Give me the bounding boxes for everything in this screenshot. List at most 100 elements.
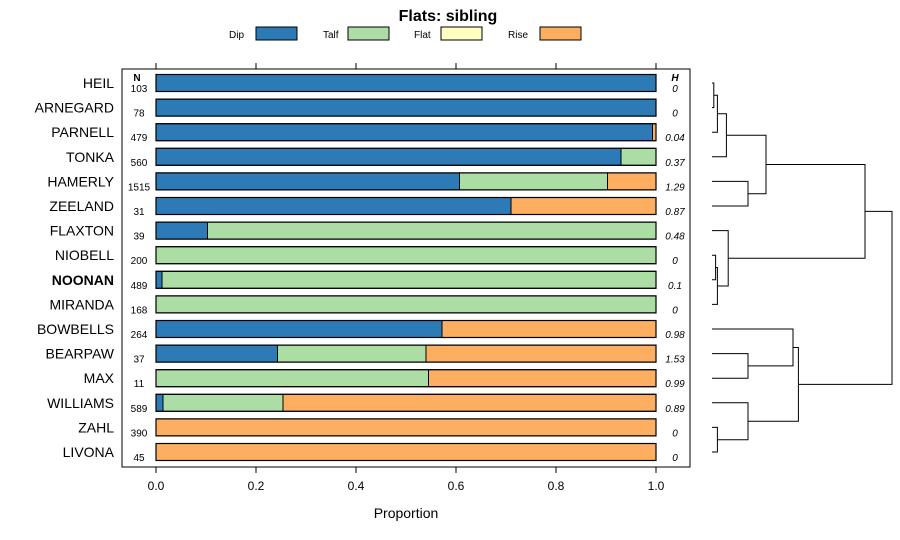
category-label: FLAXTON: [50, 223, 114, 239]
row-labels: HEIL 103 0 ARNEGARD 78 0 PARNELL 479 0.04 TONKA 56…: [35, 75, 686, 464]
n-value: 264: [131, 330, 148, 341]
n-value: 489: [131, 281, 148, 292]
bar-segment-dip: [155, 270, 163, 289]
h-header: H: [671, 73, 679, 84]
x-tick-label: 0.6: [448, 479, 465, 493]
h-value: 0: [672, 256, 678, 267]
legend-label-talf: Talf: [323, 30, 339, 41]
category-label: LIVONA: [63, 444, 115, 460]
n-value: 45: [133, 453, 145, 464]
bar-segment-rise: [282, 393, 657, 412]
dendrogram-branch: [712, 426, 718, 453]
bar-segment-rise: [155, 443, 657, 461]
h-value: 0.99: [665, 379, 685, 390]
bar-segment-dip: [155, 74, 657, 92]
n-value: 479: [131, 133, 148, 144]
bar-segment-rise: [510, 197, 657, 215]
bar-outline: [155, 147, 657, 166]
bar-outline: [155, 98, 657, 117]
dendrogram-branch: [712, 328, 794, 367]
bar-outline: [155, 393, 657, 412]
dendrogram: [712, 82, 893, 453]
category-label: NIOBELL: [55, 247, 114, 263]
bar-segment-dip: [155, 123, 653, 142]
h-value: 0.87: [665, 207, 685, 218]
category-label: MAX: [84, 370, 115, 386]
dendrogram-branch: [798, 210, 893, 385]
x-tick-label: 0.8: [548, 479, 565, 493]
bar-segment-talf: [620, 147, 657, 166]
bar-segment-talf: [155, 295, 657, 314]
h-value: 0.1: [668, 281, 682, 292]
category-label: NOONAN: [52, 272, 114, 288]
bar-outline: [155, 418, 657, 437]
bar-segment-dip: [155, 197, 512, 215]
bar-segment-dip: [155, 172, 460, 191]
bar-segment-dip: [155, 344, 278, 363]
bar-outline: [155, 295, 657, 314]
dendrogram-branch: [712, 180, 749, 207]
category-label: ZEELAND: [49, 198, 114, 214]
bar-segment-dip: [155, 393, 164, 412]
dendrogram-branch: [712, 267, 718, 305]
category-label: HEIL: [83, 75, 114, 91]
bar-segment-talf: [162, 393, 284, 412]
n-value: 390: [131, 428, 148, 439]
chart-title: Flats: sibling: [399, 8, 498, 25]
bar-segment-talf: [459, 172, 608, 191]
h-value: 0: [672, 428, 678, 439]
bar-outline: [155, 246, 657, 265]
h-value: 0.37: [665, 158, 685, 169]
bar-segment-rise: [441, 320, 657, 338]
n-value: 37: [133, 355, 145, 366]
n-value: 560: [131, 158, 148, 169]
bar-segment-talf: [155, 369, 429, 388]
bar-outline: [155, 319, 657, 339]
bar-segment-rise: [607, 172, 657, 191]
plot-panel: [121, 68, 691, 468]
n-value: 200: [131, 256, 148, 267]
bar-segment-talf: [207, 221, 657, 240]
x-axis-label: Proportion: [374, 505, 439, 521]
bar-outline: [155, 442, 657, 462]
bar-segment-rise: [428, 369, 657, 388]
legend-swatch-rise: [539, 26, 582, 41]
n-value: 589: [131, 404, 148, 415]
bar-segment-dip: [155, 98, 657, 117]
bars: [155, 73, 657, 462]
x-axis: 0.0 0.2 0.4 0.6 0.8 1.0: [148, 63, 665, 493]
h-value: 0.04: [665, 133, 685, 144]
legend-swatch-flat: [440, 26, 483, 41]
category-label: WILLIAMS: [47, 395, 114, 411]
legend-label-flat: Flat: [414, 30, 431, 41]
n-header: N: [133, 73, 140, 84]
legend-swatch-dip: [255, 26, 298, 41]
legend-swatch-talf: [347, 26, 390, 41]
h-value: 0: [672, 84, 678, 95]
bar-outline: [155, 172, 657, 191]
bar-segment-talf: [155, 246, 657, 265]
n-value: 11: [134, 379, 145, 390]
category-label: BOWBELLS: [37, 321, 114, 337]
h-value: 0: [672, 305, 678, 316]
dendrogram-branch: [712, 94, 718, 133]
h-value: 0: [672, 109, 678, 120]
bar-outline: [155, 369, 657, 388]
legend-label-dip: Dip: [229, 30, 244, 41]
dendrogram-branch: [728, 163, 866, 259]
n-value: 1515: [128, 182, 151, 193]
h-value: 0.89: [665, 404, 685, 415]
bar-outline: [155, 123, 657, 142]
x-tick-label: 0.2: [248, 479, 265, 493]
dendrogram-branch: [726, 134, 767, 195]
h-value: 1.53: [665, 355, 685, 366]
n-value: 168: [131, 305, 148, 316]
bar-segment-talf: [161, 270, 657, 289]
x-tick-label: 0.4: [348, 479, 365, 493]
h-value: 0: [672, 453, 678, 464]
dendrogram-branch: [712, 82, 715, 109]
legend-label-rise: Rise: [508, 30, 528, 41]
h-value: 0.98: [665, 330, 685, 341]
